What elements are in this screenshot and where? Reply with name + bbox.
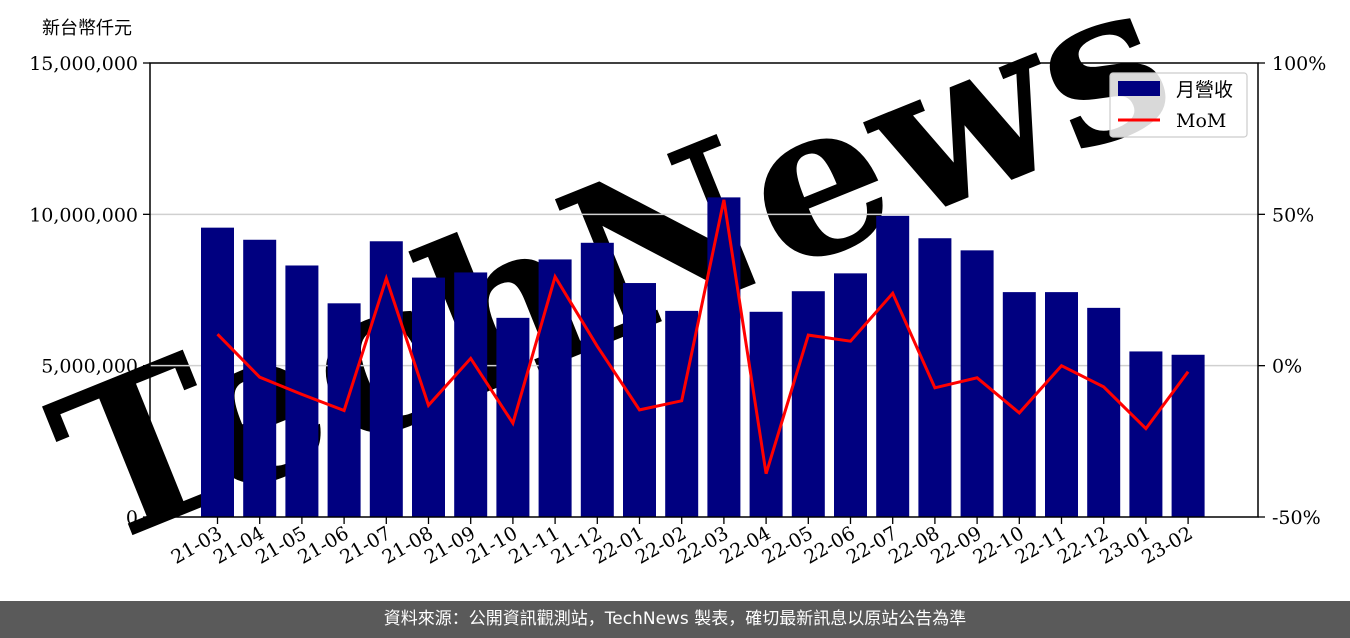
legend-swatch-revenue xyxy=(1118,81,1160,96)
bar-22-11 xyxy=(1045,292,1078,517)
bar-21-12 xyxy=(580,242,614,517)
bar-22-05 xyxy=(791,291,825,517)
bar-22-04 xyxy=(749,311,783,517)
bar-22-09 xyxy=(960,250,994,518)
revenue-bars xyxy=(201,197,1205,518)
bar-21-03 xyxy=(201,227,234,517)
bar-22-01 xyxy=(623,283,656,517)
mom-line xyxy=(216,199,1190,475)
legend-label-revenue: 月營收 xyxy=(1176,79,1233,101)
left-tick-label: 10,000,000 xyxy=(29,204,138,226)
right-tick-label: 100% xyxy=(1272,53,1326,75)
bar-23-01 xyxy=(1129,351,1163,517)
bar-22-12 xyxy=(1087,307,1121,517)
bar-22-08 xyxy=(918,238,952,517)
bar-21-07 xyxy=(369,241,403,517)
left-tick-label: 0 xyxy=(126,507,138,529)
bar-21-10 xyxy=(496,317,530,517)
right-tick-label: 0% xyxy=(1272,356,1302,378)
right-tick-label: -50% xyxy=(1272,507,1321,529)
legend: 月營收 MoM xyxy=(1109,72,1248,138)
bar-21-11 xyxy=(538,259,572,517)
left-tick-label: 15,000,000 xyxy=(29,53,138,75)
bar-21-08 xyxy=(412,277,445,517)
revenue-chart: TechNews 05,000,00010,000,00015,000,000-… xyxy=(23,0,1326,596)
bar-22-06 xyxy=(834,273,867,517)
y-axis-unit-label: 新台幣仟元 xyxy=(42,18,132,39)
bar-23-02 xyxy=(1171,354,1205,517)
bar-22-07 xyxy=(876,215,910,517)
mom-line-group xyxy=(216,199,1190,475)
left-tick-label: 5,000,000 xyxy=(41,356,138,378)
source-footer: 資料來源：公開資訊觀測站，TechNews 製表，確切最新訊息以原站公告為準 xyxy=(0,601,1350,638)
plot-frame xyxy=(149,62,1259,518)
bar-21-09 xyxy=(454,272,488,517)
legend-label-mom: MoM xyxy=(1176,110,1226,132)
right-tick-label: 50% xyxy=(1272,204,1314,226)
bar-22-03 xyxy=(707,197,741,517)
